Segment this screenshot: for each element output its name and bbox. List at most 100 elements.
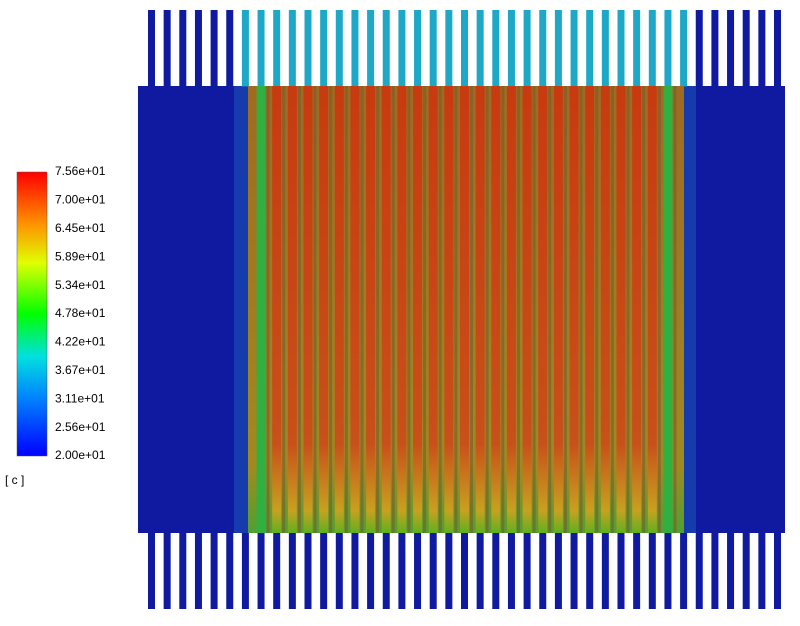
hot-stripe xyxy=(381,86,391,533)
fin xyxy=(617,10,625,87)
hot-stripe xyxy=(334,86,344,533)
fin xyxy=(367,10,375,87)
cool-stripe xyxy=(297,86,301,533)
fin xyxy=(648,532,656,609)
cool-stripe xyxy=(532,86,536,533)
hot-stripe xyxy=(319,86,329,533)
fin xyxy=(163,10,171,87)
fin xyxy=(507,10,515,87)
colorbar-tick-label: 4.22e+01 xyxy=(55,335,106,349)
cool-stripe xyxy=(626,86,630,533)
fin xyxy=(539,10,547,87)
fin xyxy=(351,532,359,609)
fin xyxy=(461,532,468,609)
cool-stripe xyxy=(329,86,333,533)
cool-stripe xyxy=(657,86,661,533)
fin xyxy=(179,10,187,87)
fin xyxy=(398,10,406,87)
cool-stripe xyxy=(485,86,489,533)
fin xyxy=(194,532,202,609)
cool-stripe xyxy=(470,86,473,533)
hot-stripe xyxy=(522,86,532,533)
fin xyxy=(414,532,422,609)
hot-stripe xyxy=(616,86,626,533)
fin xyxy=(288,10,296,87)
fin xyxy=(414,10,422,87)
fin xyxy=(320,10,328,87)
hot-stripe xyxy=(632,86,642,533)
hot-stripe xyxy=(287,86,297,533)
fin xyxy=(523,10,531,87)
fin xyxy=(601,10,609,87)
fin xyxy=(226,532,234,609)
fin xyxy=(429,10,437,87)
hot-stripe xyxy=(569,86,579,533)
fin xyxy=(711,532,719,609)
fin xyxy=(476,532,484,609)
fin xyxy=(288,532,296,609)
fin xyxy=(742,10,750,87)
cool-stripe xyxy=(673,86,677,533)
cool-stripe xyxy=(454,86,458,533)
fin xyxy=(398,532,406,609)
fin xyxy=(382,532,390,609)
colorbar xyxy=(16,171,48,457)
fin xyxy=(727,10,735,87)
fin xyxy=(586,532,594,609)
fin xyxy=(507,532,515,609)
colorbar-tick-label: 7.56e+01 xyxy=(55,164,106,178)
fin xyxy=(742,532,750,609)
hot-stripe xyxy=(303,86,313,533)
hot-stripe xyxy=(600,86,610,533)
hot-stripe xyxy=(506,86,516,533)
cool-stripe xyxy=(548,86,552,533)
fin xyxy=(680,10,688,87)
cool-stripe xyxy=(344,86,348,533)
cool-stripe xyxy=(516,86,520,533)
fin xyxy=(304,10,312,87)
fin xyxy=(257,532,265,609)
fin xyxy=(445,10,453,87)
hot-stripe xyxy=(397,86,407,533)
colorbar-gradient xyxy=(16,171,48,457)
cool-stripe xyxy=(376,86,380,533)
hot-stripe xyxy=(428,86,438,533)
fin xyxy=(476,10,484,87)
fin xyxy=(727,532,735,609)
hot-stripe xyxy=(460,86,469,533)
fin xyxy=(241,532,249,609)
fin xyxy=(711,10,719,87)
colorbar-tick-label: 7.00e+01 xyxy=(55,193,106,207)
fin xyxy=(758,532,766,609)
hot-stripe xyxy=(272,86,282,533)
colorbar-tick-label: 5.34e+01 xyxy=(55,278,106,292)
fin xyxy=(774,532,781,609)
cool-stripe xyxy=(595,86,599,533)
cool-stripe xyxy=(266,86,270,533)
fin xyxy=(257,10,265,87)
colorbar-tick-label: 2.00e+01 xyxy=(55,448,106,462)
colorbar-tick-label: 3.11e+01 xyxy=(55,391,105,405)
fin xyxy=(445,532,453,609)
fin xyxy=(617,532,625,609)
unit-label: [ c ] xyxy=(5,473,24,487)
cool-stripe xyxy=(282,86,286,533)
fin xyxy=(695,532,703,609)
fin xyxy=(648,10,656,87)
colorbar-labels: 7.56e+01 7.00e+01 6.45e+01 5.89e+01 5.34e+01… xyxy=(55,164,106,462)
colorbar-tick-label: 2.56e+01 xyxy=(55,420,106,434)
cool-stripe xyxy=(423,86,427,533)
fin xyxy=(586,10,594,87)
hot-stripe xyxy=(647,86,657,533)
cool-stripe xyxy=(438,86,442,533)
fin xyxy=(539,532,547,609)
fin xyxy=(664,10,672,87)
fin xyxy=(461,10,468,87)
fin xyxy=(273,532,281,609)
fin xyxy=(554,532,562,609)
fin xyxy=(664,532,672,609)
hot-stripe xyxy=(366,86,376,533)
fin xyxy=(774,10,781,87)
fin xyxy=(210,532,218,609)
